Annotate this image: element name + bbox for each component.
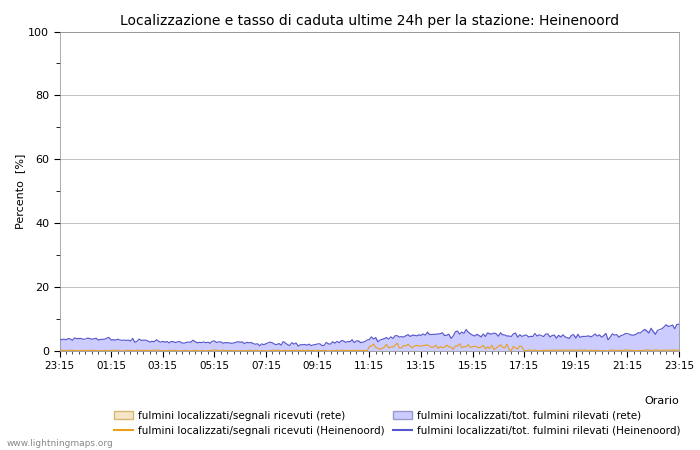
- Title: Localizzazione e tasso di caduta ultime 24h per la stazione: Heinenoord: Localizzazione e tasso di caduta ultime …: [120, 14, 619, 27]
- Y-axis label: Percento  [%]: Percento [%]: [15, 153, 25, 229]
- Legend: fulmini localizzati/segnali ricevuti (rete), fulmini localizzati/segnali ricevut: fulmini localizzati/segnali ricevuti (re…: [114, 410, 680, 436]
- Text: Orario: Orario: [644, 396, 679, 406]
- Text: www.lightningmaps.org: www.lightningmaps.org: [7, 439, 113, 448]
